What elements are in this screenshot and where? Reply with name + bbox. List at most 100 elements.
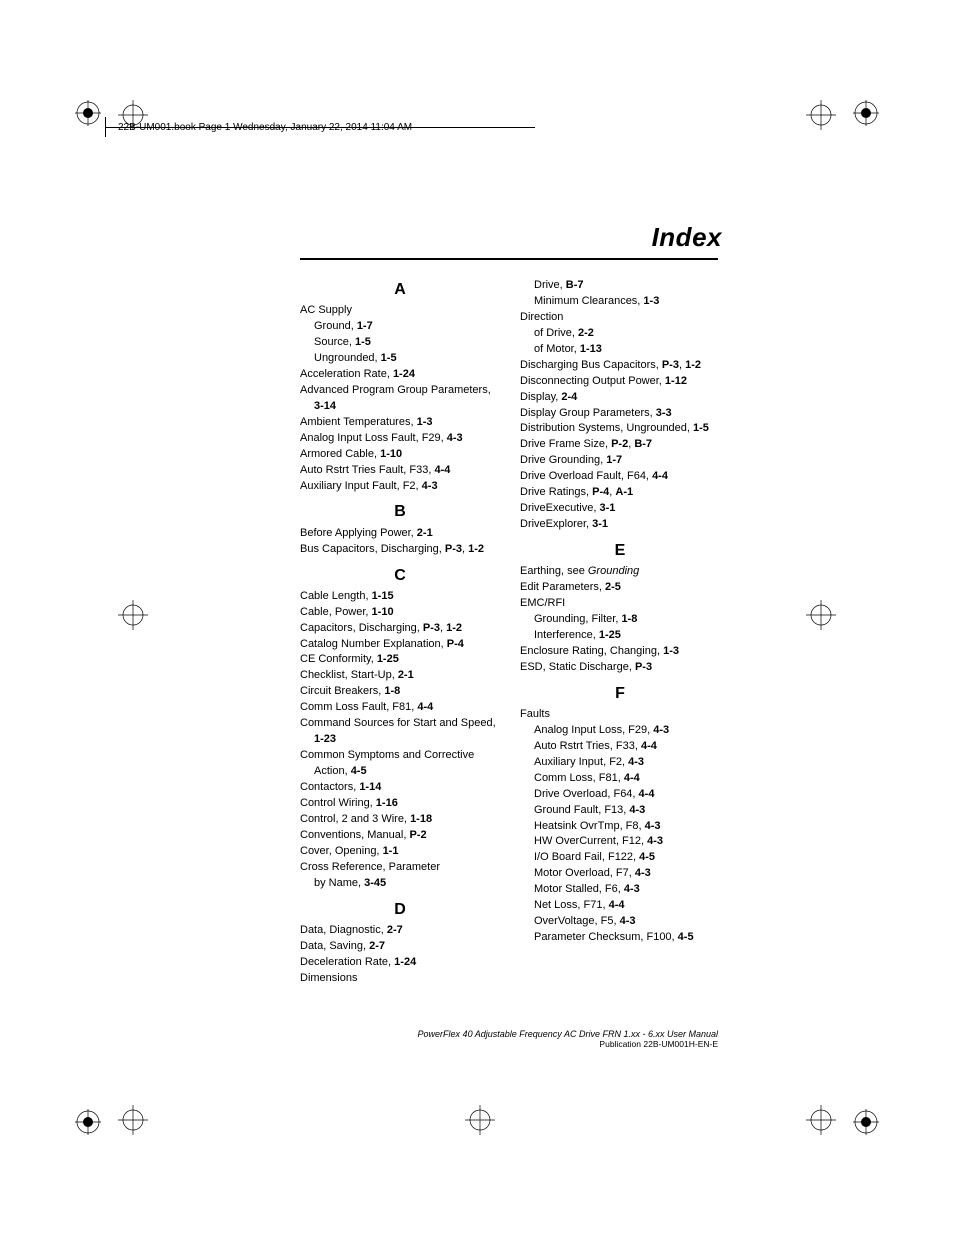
index-content: AAC SupplyGround, 1-7Source, 1-5Unground… bbox=[300, 278, 720, 986]
registration-mark-icon bbox=[853, 1109, 879, 1135]
crop-mark-icon bbox=[806, 600, 836, 630]
index-entry-page: 2-1 bbox=[398, 669, 414, 681]
index-entry-text: Auxiliary Input, F2, bbox=[534, 756, 628, 768]
index-letter: A bbox=[300, 278, 500, 301]
index-entry-page: 3-3 bbox=[656, 407, 672, 419]
index-entry-page: 1-16 bbox=[376, 797, 398, 809]
index-entry-text: Data, Saving, bbox=[300, 940, 369, 952]
index-entry: Data, Saving, 2-7 bbox=[300, 939, 500, 955]
index-entry: DriveExplorer, 3-1 bbox=[520, 517, 720, 533]
index-entry-text: Conventions, Manual, bbox=[300, 829, 409, 841]
index-entry: Auxiliary Input, F2, 4-3 bbox=[534, 755, 720, 771]
index-entry-page: 4-3 bbox=[647, 835, 663, 847]
index-entry-page: 1-2 bbox=[468, 543, 484, 555]
index-entry: Ambient Temperatures, 1-3 bbox=[300, 415, 500, 431]
crop-mark-icon bbox=[806, 1105, 836, 1135]
index-letter: B bbox=[300, 500, 500, 523]
index-entry: Auxiliary Input Fault, F2, 4-3 bbox=[300, 479, 500, 495]
index-entry-page: 1-10 bbox=[372, 606, 394, 618]
index-entry: Comm Loss Fault, F81, 4-4 bbox=[300, 700, 500, 716]
index-letter: D bbox=[300, 898, 500, 921]
index-entry-page: 4-3 bbox=[624, 883, 640, 895]
index-letter: C bbox=[300, 564, 500, 587]
index-entry-page: B-7 bbox=[634, 438, 652, 450]
index-entry-page: 1-12 bbox=[665, 375, 687, 387]
index-entry: Minimum Clearances, 1-3 bbox=[534, 294, 720, 310]
index-entry: Circuit Breakers, 1-8 bbox=[300, 684, 500, 700]
index-entry: Bus Capacitors, Discharging, P-3, 1-2 bbox=[300, 542, 500, 558]
index-entry: Enclosure Rating, Changing, 1-3 bbox=[520, 644, 720, 660]
index-entry-text: Command Sources for Start and Speed, bbox=[300, 717, 496, 729]
index-entry-text: Heatsink OvrTmp, F8, bbox=[534, 820, 645, 832]
index-entry: Distribution Systems, Ungrounded, 1-5 bbox=[520, 421, 720, 437]
index-entry: Analog Input Loss, F29, 4-3 bbox=[534, 723, 720, 739]
index-entry-page: 1-3 bbox=[417, 416, 433, 428]
index-entry-text: Deceleration Rate, bbox=[300, 956, 394, 968]
index-entry: Data, Diagnostic, 2-7 bbox=[300, 923, 500, 939]
index-entry-page: 4-3 bbox=[422, 480, 438, 492]
index-letter: E bbox=[520, 539, 720, 562]
index-entry-page: 1-8 bbox=[621, 613, 637, 625]
crop-mark-icon bbox=[118, 600, 148, 630]
index-entry: Display Group Parameters, 3-3 bbox=[520, 406, 720, 422]
index-entry-page: 1-5 bbox=[693, 422, 709, 434]
index-entry-page: 2-1 bbox=[417, 527, 433, 539]
crop-mark-icon bbox=[118, 1105, 148, 1135]
index-entry-text: DriveExplorer, bbox=[520, 518, 592, 530]
index-entry: Drive Frame Size, P-2, B-7 bbox=[520, 437, 720, 453]
index-entry-text: Edit Parameters, bbox=[520, 581, 605, 593]
index-entry-text: Drive Overload, F64, bbox=[534, 788, 639, 800]
index-entry-page: 1-2 bbox=[446, 622, 462, 634]
index-entry-text: Drive Overload Fault, F64, bbox=[520, 470, 652, 482]
index-entry-text: Ground Fault, F13, bbox=[534, 804, 629, 816]
index-entry: Source, 1-5 bbox=[314, 335, 500, 351]
index-entry-text: Earthing, see bbox=[520, 565, 588, 577]
index-entry-page: 1-13 bbox=[580, 343, 602, 355]
index-column-1: AAC SupplyGround, 1-7Source, 1-5Unground… bbox=[300, 278, 500, 986]
index-entry: AC Supply bbox=[300, 303, 500, 319]
index-entry: EMC/RFI bbox=[520, 596, 720, 612]
index-entry-text: Common Symptoms and Corrective Action, bbox=[300, 749, 474, 777]
index-entry-text: Enclosure Rating, Changing, bbox=[520, 645, 663, 657]
index-entry-page: 4-5 bbox=[678, 931, 694, 943]
index-entry-text: Dimensions bbox=[300, 972, 357, 984]
index-entry-text: Analog Input Loss Fault, F29, bbox=[300, 432, 447, 444]
index-entry: Armored Cable, 1-10 bbox=[300, 447, 500, 463]
index-entry-page: 1-5 bbox=[355, 336, 371, 348]
index-entry: ESD, Static Discharge, P-3 bbox=[520, 660, 720, 676]
index-entry-text: Source, bbox=[314, 336, 355, 348]
index-entry-text: CE Conformity, bbox=[300, 653, 377, 665]
index-letter: F bbox=[520, 682, 720, 705]
index-entry-text: Minimum Clearances, bbox=[534, 295, 643, 307]
index-entry: Drive Grounding, 1-7 bbox=[520, 453, 720, 469]
index-entry-text: of Drive, bbox=[534, 327, 578, 339]
index-entry-text: Drive Grounding, bbox=[520, 454, 606, 466]
index-entry: Net Loss, F71, 4-4 bbox=[534, 898, 720, 914]
index-entry-page: 4-3 bbox=[628, 756, 644, 768]
index-entry-text: Display Group Parameters, bbox=[520, 407, 656, 419]
index-entry-page: 1-7 bbox=[606, 454, 622, 466]
index-entry-page: 3-14 bbox=[314, 400, 336, 412]
index-entry: Drive Ratings, P-4, A-1 bbox=[520, 485, 720, 501]
index-entry: Cover, Opening, 1-1 bbox=[300, 844, 500, 860]
index-entry-page: P-3 bbox=[635, 661, 652, 673]
index-entry: Command Sources for Start and Speed, 1-2… bbox=[300, 716, 500, 748]
index-entry-text: Acceleration Rate, bbox=[300, 368, 393, 380]
index-entry-text: Disconnecting Output Power, bbox=[520, 375, 665, 387]
index-entry-page: A-1 bbox=[615, 486, 633, 498]
page-footer: PowerFlex 40 Adjustable Frequency AC Dri… bbox=[300, 1029, 718, 1049]
index-entry: Motor Stalled, F6, 4-3 bbox=[534, 882, 720, 898]
running-header: 22B-UM001.book Page 1 Wednesday, January… bbox=[118, 122, 412, 133]
page-title: Index bbox=[652, 222, 722, 253]
index-entry: I/O Board Fail, F122, 4-5 bbox=[534, 850, 720, 866]
footer-title: PowerFlex 40 Adjustable Frequency AC Dri… bbox=[300, 1029, 718, 1039]
index-entry-text: Ground, bbox=[314, 320, 357, 332]
index-entry-page: 2-7 bbox=[369, 940, 385, 952]
index-entry-page: 4-4 bbox=[435, 464, 451, 476]
index-entry: Contactors, 1-14 bbox=[300, 780, 500, 796]
index-entry-text: Interference, bbox=[534, 629, 599, 641]
page-title-wrap: Index bbox=[652, 222, 722, 253]
index-entry-text: Display, bbox=[520, 391, 561, 403]
index-entry-page: 4-4 bbox=[417, 701, 433, 713]
index-entry-text: Capacitors, Discharging, bbox=[300, 622, 423, 634]
